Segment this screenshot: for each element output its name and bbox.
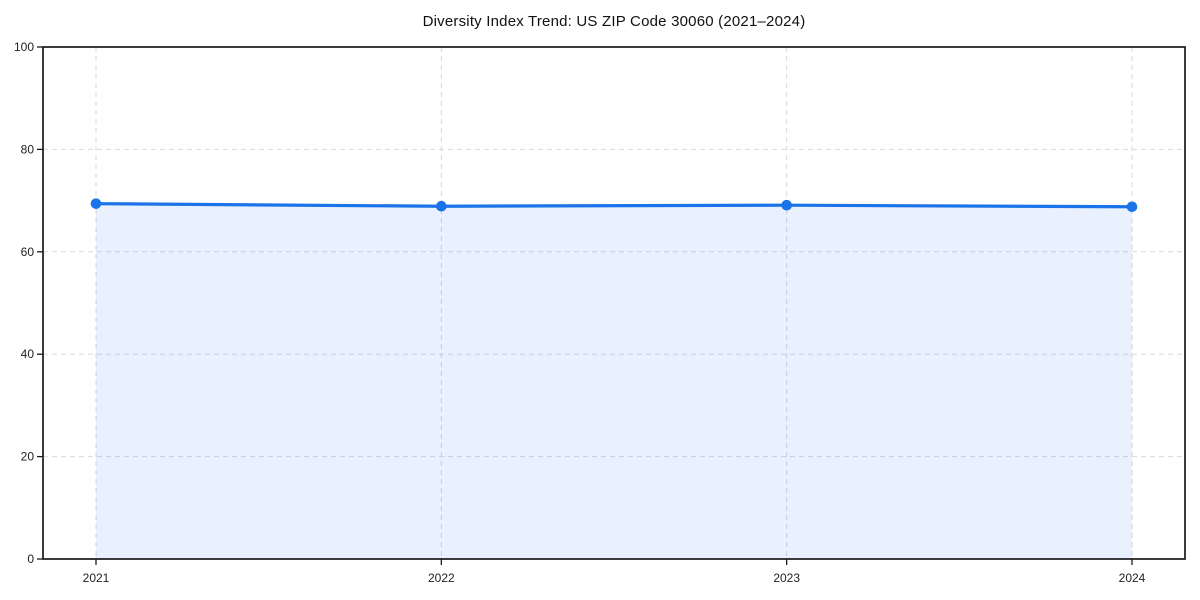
x-tick-label: 2023 [773, 571, 800, 585]
data-point-2021 [90, 198, 102, 209]
chart-title: Diversity Index Trend: US ZIP Code 30060… [422, 13, 806, 30]
y-tick-label: 0 [27, 552, 34, 566]
y-tick-label: 60 [21, 245, 35, 259]
trend-line [94, 202, 1134, 209]
area-fill [96, 203, 1132, 559]
x-tick-label: 2021 [83, 571, 110, 585]
data-point-2022 [436, 200, 447, 212]
data-point-2023 [781, 199, 792, 211]
y-tick-label: 100 [14, 40, 34, 54]
data-point-2024 [1126, 201, 1138, 213]
x-tick-label: 2022 [428, 571, 455, 585]
x-tick-label: 2024 [1119, 571, 1146, 585]
axes-spines [42, 46, 1186, 560]
y-tick-label: 80 [21, 142, 35, 156]
y-tick-label: 20 [21, 450, 35, 464]
y-tick-label: 40 [21, 347, 35, 361]
